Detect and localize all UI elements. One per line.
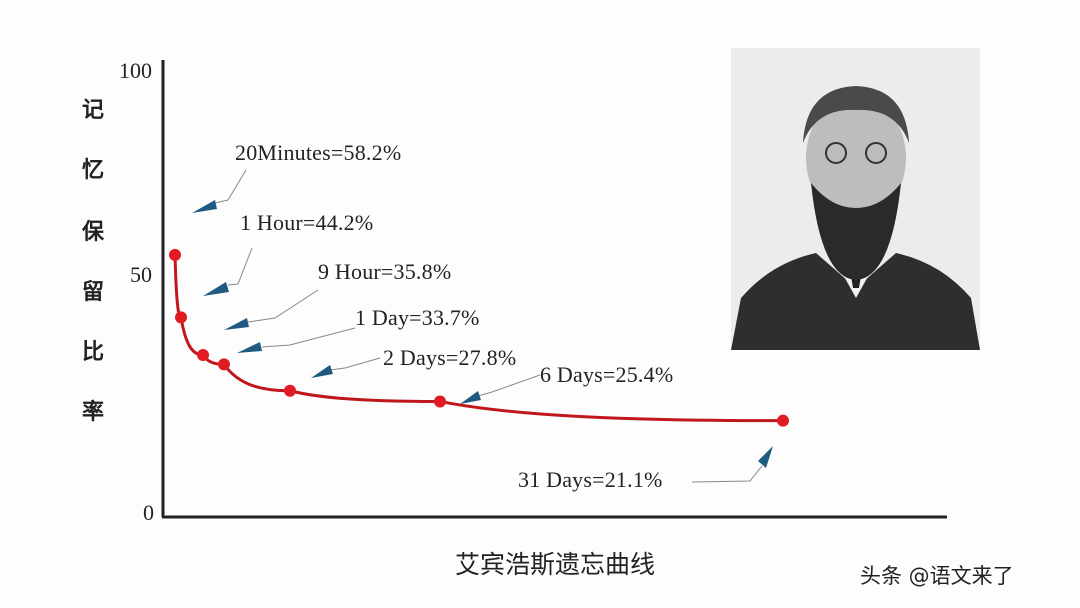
leader-line bbox=[214, 169, 247, 204]
watermark: 头条 @语文来了 bbox=[860, 564, 1014, 588]
chart-title: 艾宾浩斯遗忘曲线 bbox=[454, 550, 655, 579]
y-axis-label-char: 比 bbox=[82, 340, 105, 365]
data-label-20-minutes: 20Minutes=58.2% bbox=[235, 140, 402, 165]
leader-line bbox=[247, 289, 319, 323]
leader-line bbox=[261, 327, 356, 348]
leader-line bbox=[227, 247, 253, 286]
arrow-icon bbox=[311, 365, 333, 378]
data-point-marker bbox=[284, 384, 296, 397]
arrow-icon bbox=[224, 318, 249, 330]
y-tick-100: 100 bbox=[119, 58, 152, 83]
arrow-icon bbox=[192, 200, 217, 213]
arrow-icon bbox=[460, 391, 481, 404]
data-label-1-hour: 1 Hour=44.2% bbox=[240, 210, 374, 235]
data-point-marker bbox=[218, 358, 230, 371]
y-axis-label-char: 忆 bbox=[82, 158, 105, 183]
arrow-icon bbox=[203, 282, 229, 296]
y-axis-label-char: 率 bbox=[82, 400, 105, 425]
data-point-marker bbox=[434, 395, 446, 408]
data-point-marker bbox=[777, 414, 789, 427]
data-point-marker bbox=[197, 348, 209, 361]
data-label-2-days: 2 Days=27.8% bbox=[383, 345, 517, 370]
y-axis-label-char: 记 bbox=[82, 98, 105, 123]
leader-line bbox=[329, 357, 381, 371]
leader-line bbox=[477, 374, 541, 397]
y-axis-label-char: 留 bbox=[82, 280, 105, 305]
portrait-photo bbox=[731, 48, 980, 350]
arrow-icon bbox=[237, 342, 262, 353]
data-label-1-day: 1 Day=33.7% bbox=[355, 305, 480, 330]
data-label-31-days: 31 Days=21.1% bbox=[518, 467, 663, 492]
leader-line bbox=[691, 465, 763, 483]
portrait-image bbox=[731, 48, 980, 350]
arrow-icon bbox=[758, 446, 773, 468]
y-tick-0: 0 bbox=[143, 500, 154, 525]
y-axis-label-char: 保 bbox=[82, 220, 105, 245]
forgetting-curve-line bbox=[173, 254, 784, 423]
data-point-marker bbox=[175, 311, 187, 324]
data-label-6-days: 6 Days=25.4% bbox=[540, 362, 674, 387]
data-label-9-hour: 9 Hour=35.8% bbox=[318, 259, 452, 284]
y-tick-50: 50 bbox=[130, 262, 152, 287]
data-point-marker bbox=[169, 248, 181, 261]
